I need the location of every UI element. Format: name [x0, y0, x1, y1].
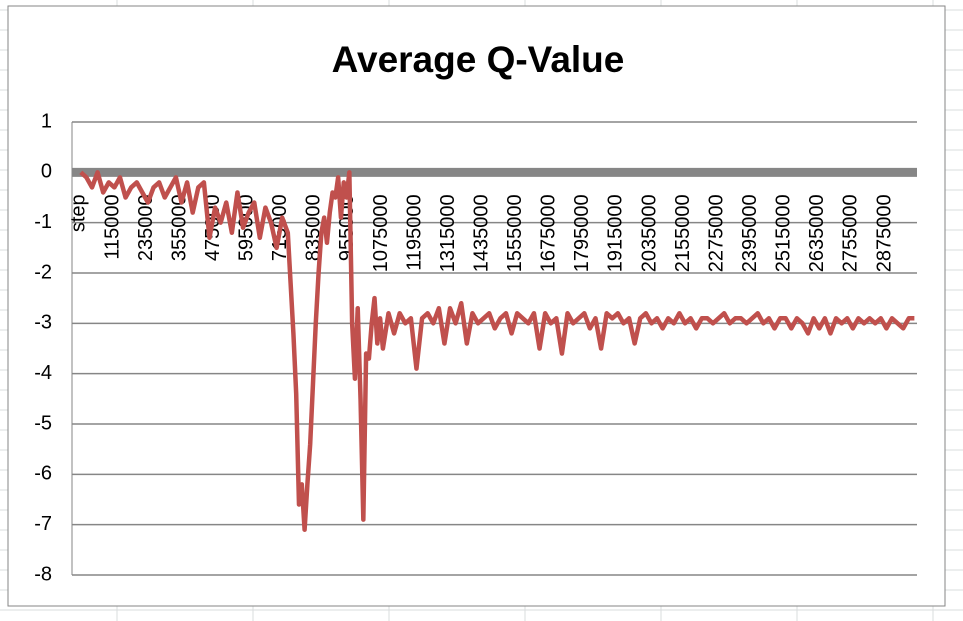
data-line — [79, 170, 915, 532]
x-tick-label: 2875000 — [873, 194, 895, 272]
y-tick-label: 0 — [41, 161, 52, 183]
x-tick-label: 1435000 — [470, 194, 492, 272]
x-tick-label: 115000 — [101, 194, 123, 259]
y-tick-label: -5 — [34, 412, 52, 434]
y-tick-label: -4 — [34, 362, 52, 384]
x-tick-label: 2515000 — [773, 194, 795, 272]
y-tick-label: -2 — [34, 261, 52, 283]
chart-title: Average Q-Value — [332, 39, 625, 80]
x-tick-label: 2755000 — [840, 194, 862, 272]
x-tick-label: 1315000 — [437, 194, 459, 272]
x-tick-label: 2155000 — [672, 194, 694, 272]
x-tick-label: 1795000 — [571, 194, 593, 272]
x-tick-label: 1195000 — [403, 194, 425, 270]
y-tick-label: -1 — [34, 211, 52, 233]
x-tick-label: step — [68, 194, 90, 232]
y-tick-label: -6 — [34, 463, 52, 485]
chart-area — [7, 5, 946, 607]
y-tick-label: -3 — [34, 312, 52, 334]
x-tick-label: 355000 — [168, 194, 190, 261]
x-tick-label: 1075000 — [370, 194, 392, 272]
y-tick-label: 1 — [41, 110, 52, 132]
x-tick-label: 2275000 — [705, 194, 727, 272]
x-tick-label: 235000 — [135, 194, 157, 261]
x-tick-label: 1555000 — [504, 194, 526, 272]
x-tick-label: 2635000 — [806, 194, 828, 272]
x-tick-label: 1675000 — [538, 194, 560, 272]
y-tick-label: -8 — [34, 563, 52, 585]
y-tick-label: -7 — [34, 513, 52, 535]
x-tick-label: 2395000 — [739, 194, 761, 272]
x-tick-label: 2035000 — [638, 194, 660, 272]
x-tick-label: 1915000 — [605, 194, 627, 272]
